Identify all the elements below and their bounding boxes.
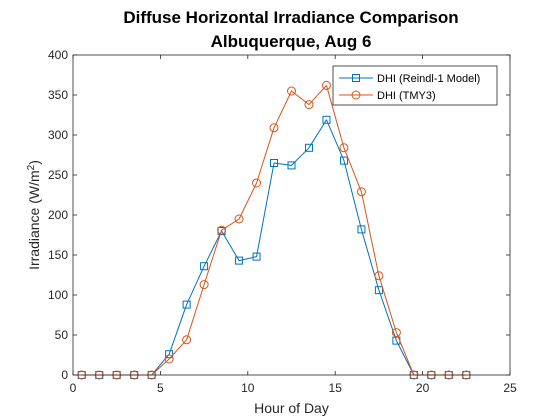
data-point-circle [391,328,401,338]
y-tick-label: 50 [55,328,69,342]
data-point-circle [339,143,349,153]
y-tick-label: 350 [48,88,68,102]
series-line [81,84,467,376]
y-tick-label: 100 [48,288,68,302]
data-point-square [200,262,209,271]
y-tick-label: 400 [48,48,68,62]
legend-label-reindl: DHI (Reindl-1 Model) [377,73,480,85]
series-square [77,115,471,379]
data-point-circle [199,280,209,290]
plot-series [77,80,471,380]
data-point-square [252,252,261,261]
plot-area-frame [72,54,511,376]
legend: DHI (Reindl-1 Model) DHI (TMY3) [332,65,498,106]
y-axis-label-close: ) [26,160,42,165]
data-point-circle [182,335,192,345]
data-point-circle [321,80,331,90]
y-axis-label-superscript: 2 [26,164,37,170]
data-point-square [165,350,174,359]
x-tick-label: 25 [503,381,517,395]
y-tick-label: 200 [48,208,68,222]
y-axis-label: Irradiance (W/m2) [26,160,42,270]
data-point-circle [252,178,262,188]
data-point-square [304,143,313,152]
x-tick-label: 15 [329,381,343,395]
chart-title: Diffuse Horizontal Irradiance Comparison [123,8,458,27]
y-tick-label: 250 [48,168,68,182]
legend-marker-circle [351,90,361,100]
data-point-square [374,286,383,295]
y-tick-label: 300 [48,128,68,142]
series-line [81,119,467,376]
data-point-square [339,156,348,165]
x-tick-label: 10 [241,381,255,395]
data-point-circle [217,225,227,235]
data-point-square [287,161,296,170]
series-circle [77,80,471,380]
x-tick-label: 5 [157,381,164,395]
legend-label-tmy3: DHI (TMY3) [377,90,436,102]
y-axis-label-main: Irradiance (W/m [26,170,42,270]
data-point-circle [374,271,384,281]
data-point-square [357,225,366,234]
data-point-circle [356,187,366,197]
y-tick-label: 0 [61,368,68,382]
data-point-square [235,256,244,265]
x-tick-label: 20 [416,381,430,395]
legend-box [332,65,498,106]
data-point-circle [304,100,314,110]
data-point-square [322,115,331,124]
data-point-circle [234,214,244,224]
data-point-square [270,159,279,167]
x-axis-label: Hour of Day [254,400,329,416]
chart-subtitle: Albuquerque, Aug 6 [211,32,372,51]
legend-marker-square [352,74,360,82]
data-point-circle [269,123,279,133]
x-tick-label: 0 [70,381,77,395]
data-point-circle [164,354,174,364]
data-point-square [182,300,191,309]
data-point-circle [287,86,296,96]
y-tick-label: 150 [48,248,68,262]
